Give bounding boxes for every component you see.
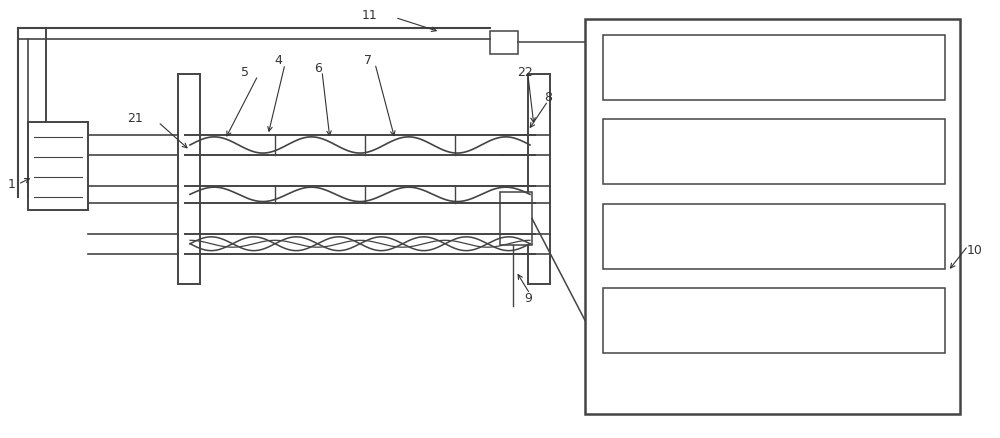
Bar <box>500 193 532 245</box>
Text: 7: 7 <box>364 54 372 67</box>
Text: 4: 4 <box>274 54 282 67</box>
Bar <box>603 288 945 353</box>
Text: 1: 1 <box>8 177 16 191</box>
Text: 22: 22 <box>517 66 533 79</box>
Text: 11: 11 <box>362 9 378 22</box>
Text: 5: 5 <box>241 66 249 79</box>
Text: 9: 9 <box>524 291 532 304</box>
Text: 6: 6 <box>314 61 322 74</box>
Bar <box>490 32 518 55</box>
Bar <box>178 74 200 285</box>
Bar <box>603 120 945 185</box>
Bar <box>28 123 88 210</box>
Bar <box>603 36 945 101</box>
Text: 21: 21 <box>127 112 143 125</box>
Text: 10: 10 <box>967 243 983 256</box>
Bar <box>603 204 945 269</box>
Bar <box>585 20 960 414</box>
Text: 8: 8 <box>544 91 552 104</box>
Bar <box>528 74 550 285</box>
